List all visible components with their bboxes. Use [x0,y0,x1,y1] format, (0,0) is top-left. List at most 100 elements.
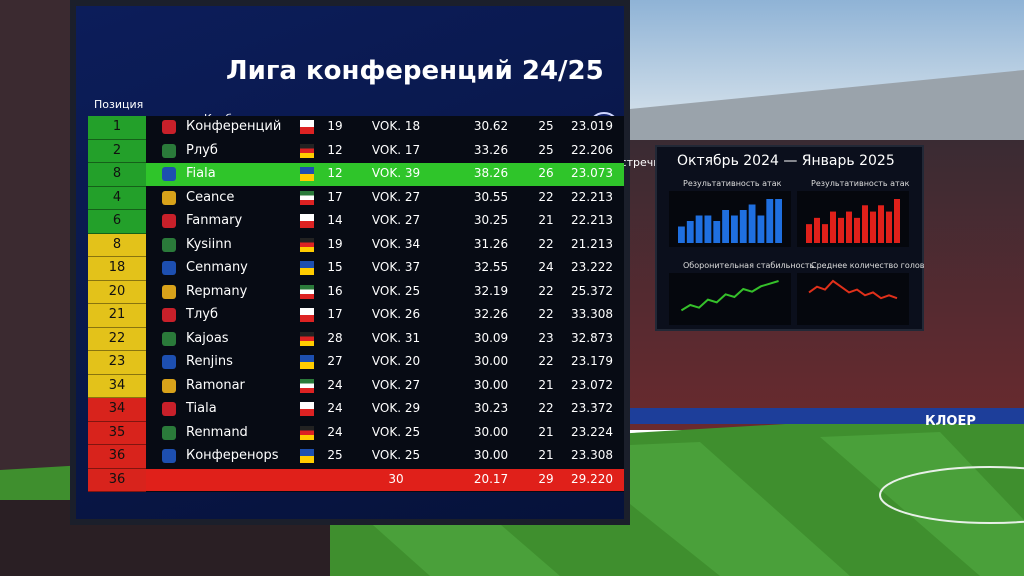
cell-h2h: 21.213 [571,236,613,251]
club-logo [162,355,176,369]
club-logo [162,402,176,416]
flag [300,190,314,205]
cell-matches: 25 [327,448,343,462]
position: 4 [112,189,122,205]
cell-matches: 15 [327,260,343,274]
position: 36 [108,471,126,487]
cell-goals: 30.25 [473,213,509,227]
standings-table: ПозицияКлубМатчиОчкиОчкиЗабитые/Пропущен… [76,6,660,519]
club-name: Kajoas [186,330,229,346]
cell-matches: 14 [327,213,343,227]
bar [830,211,836,243]
position-cell: 34 [88,374,146,398]
club-name: Cenmany [186,260,248,275]
cell-goals: 33.26 [473,142,509,157]
cell-h2h: 22.206 [571,142,613,157]
scoreboard: Лига конференций 24/25 ПозицияКлубМатчиО… [70,0,660,525]
position: 21 [108,307,126,322]
club-name: Fiala [186,166,216,181]
cell-points: VOK. 18 [371,119,421,133]
cell-points: 30 [388,471,404,486]
cell-points: VOK. 26 [371,307,421,321]
line [808,279,898,300]
bar [757,215,765,243]
cell-h2h: 23.222 [571,260,613,274]
mini-chart [797,191,909,247]
bar [854,217,860,243]
position-cell: 36 [88,468,146,492]
cell-h2h: 33.308 [571,307,613,321]
club-logo [162,378,176,393]
cell-h2h: 23.072 [571,377,613,392]
bar [846,211,852,243]
cell-goals: 30.00 [473,424,509,439]
flag [300,143,314,158]
flag [300,449,314,463]
cell-h2h: 23.073 [571,166,613,180]
chart-title: Оборонительная стабильность [683,261,815,270]
bar [704,215,712,243]
cell-points: VOK. 27 [371,377,421,392]
position-cell: 8 [88,233,146,257]
club-name: Рлуб [186,142,218,158]
cell-h2h: 23.179 [571,354,613,368]
cell-matches: 27 [327,354,343,368]
cell-h2h: 29.220 [571,471,613,486]
cell-points: VOK. 37 [371,260,421,274]
cell-goals: 38.26 [473,166,509,180]
position-cell: 23 [88,351,146,375]
bar [713,221,721,243]
cell-diff: 22 [538,354,554,368]
cell-h2h: 23.372 [571,401,613,415]
club-name: Tiala [186,401,217,416]
cell-h2h: 23.224 [571,424,613,439]
row-highlight [146,468,624,491]
club-name: Renmand [186,424,248,440]
position-cell: 1 [88,116,146,140]
flag [300,331,314,346]
cell-matches: 24 [327,401,343,415]
cell-diff: 21 [538,213,554,227]
club-logo [162,284,176,299]
column-header: Позиция [94,98,144,111]
bar [748,204,756,243]
position-cell: 36 [88,445,146,469]
club-logo [162,190,176,205]
position: 35 [108,424,126,440]
cell-diff: 22 [538,283,554,298]
club-logo [162,449,176,463]
row-highlight [146,163,624,186]
bar [814,217,820,243]
cell-h2h: 25.372 [571,283,613,298]
flag [300,308,314,322]
chart-title: Результативность атак [811,179,910,188]
cell-goals: 32.26 [473,307,509,321]
cell-diff: 29 [538,471,554,486]
cell-diff: 22 [538,236,554,251]
bar [894,199,900,243]
position: 8 [112,166,122,181]
cell-diff: 21 [538,377,554,392]
bar [686,221,694,243]
cell-matches: 12 [327,166,343,180]
club-logo [162,143,176,158]
position-cell: 18 [88,257,146,281]
cell-goals: 30.00 [473,448,509,462]
position: 2 [112,142,122,158]
cell-goals: 30.55 [473,189,509,204]
cell-points: VOK. 34 [371,236,421,251]
position: 18 [108,260,126,275]
position: 1 [112,119,122,134]
position: 8 [112,236,122,252]
cell-goals: 30.23 [473,401,509,415]
bar [806,224,812,243]
position: 34 [108,377,126,393]
cell-goals: 32.19 [473,283,509,298]
cell-diff: 22 [538,189,554,204]
line [680,280,779,312]
cell-goals: 30.09 [473,330,509,345]
cell-diff: 23 [538,330,554,345]
position-cell: 35 [88,421,146,445]
cell-diff: 26 [538,166,554,180]
mini-chart [669,191,791,247]
